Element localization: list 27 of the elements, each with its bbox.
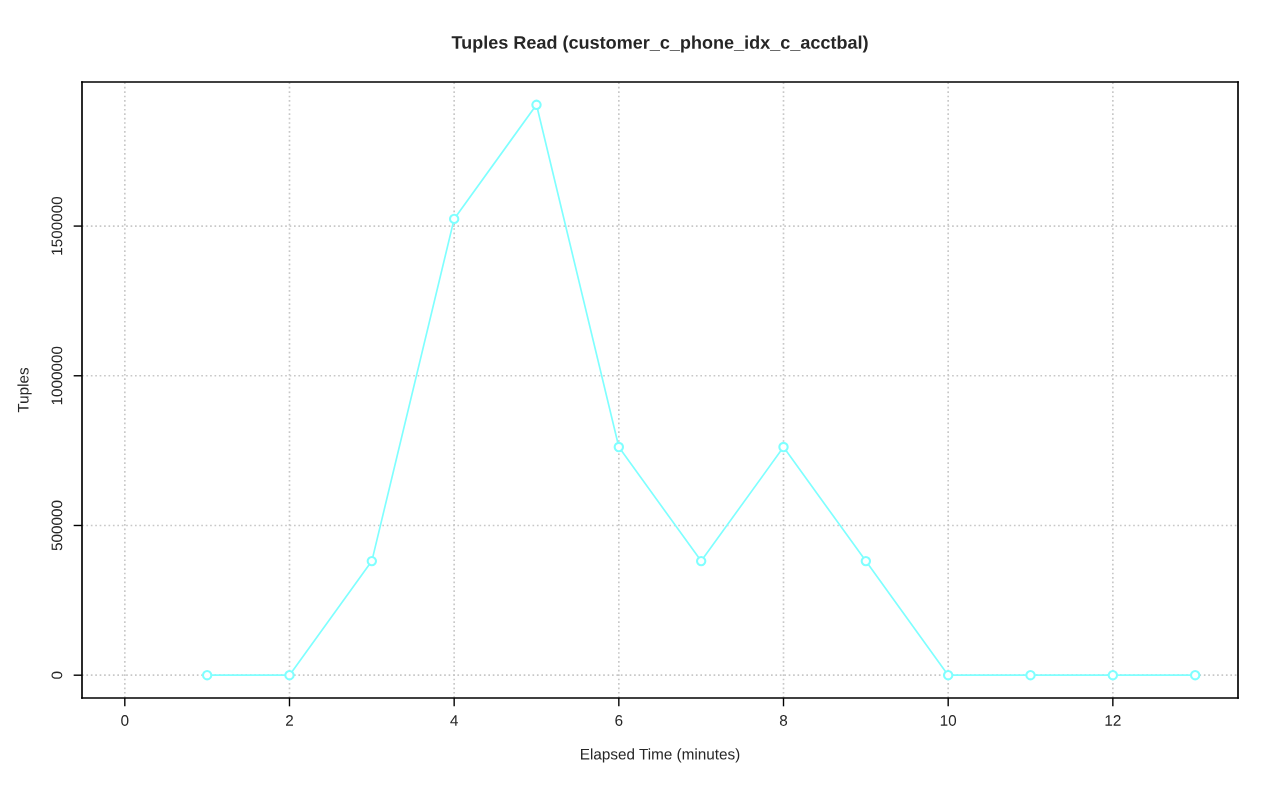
point <box>201 669 213 681</box>
point <box>284 669 295 681</box>
point <box>1107 669 1119 681</box>
point <box>778 441 789 453</box>
point <box>695 555 707 567</box>
point <box>366 555 378 567</box>
x-tick-label: 4 <box>450 715 458 726</box>
x-axis-title: Elapsed Time (minutes) <box>581 748 740 763</box>
chart-title: Tuples Read (customer_c_phone_idx_c_acctbal) <box>451 35 868 53</box>
point <box>942 669 954 681</box>
x-tick-label: 0 <box>121 715 129 726</box>
y-tick-label: 1500000 <box>51 196 63 255</box>
point <box>531 99 542 111</box>
y-tick-label: 500000 <box>51 500 63 551</box>
point <box>613 441 625 453</box>
x-tick-label: 2 <box>286 715 293 726</box>
y-tick-label: 1000000 <box>51 346 63 405</box>
point <box>1189 669 1201 681</box>
point <box>1025 669 1036 681</box>
point <box>860 555 872 567</box>
x-tick-label: 6 <box>615 715 623 726</box>
y-tick-label: 0 <box>51 671 63 679</box>
y-axis-title: Tuples <box>17 367 32 413</box>
point <box>448 213 460 225</box>
x-tick-label: 12 <box>1105 715 1121 726</box>
x-tick-label: 8 <box>779 715 788 726</box>
x-tick-label: 10 <box>940 715 957 726</box>
